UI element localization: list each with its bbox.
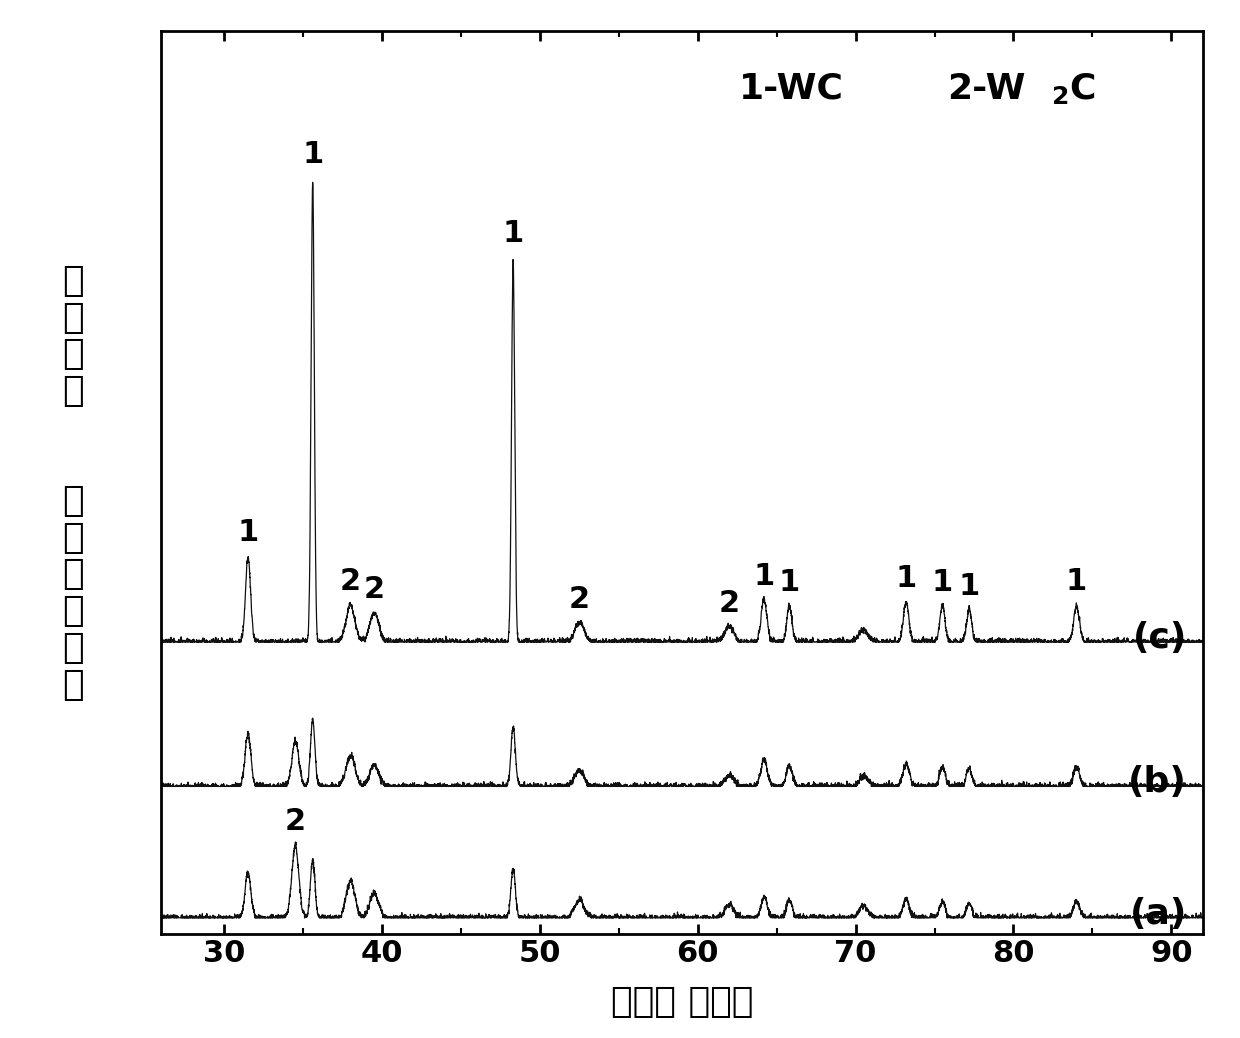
Text: 2: 2 — [719, 590, 740, 619]
Text: 1: 1 — [237, 518, 259, 547]
Text: 1: 1 — [959, 572, 980, 601]
Text: 1: 1 — [895, 564, 916, 593]
Text: (b): (b) — [1128, 765, 1187, 799]
Text: 1: 1 — [303, 140, 324, 169]
Text: 1: 1 — [502, 219, 523, 248]
Text: 2: 2 — [340, 567, 361, 596]
Text: 1: 1 — [1066, 567, 1087, 596]
Text: 1: 1 — [931, 568, 954, 597]
Text: (a): (a) — [1130, 897, 1187, 931]
Text: 衍
射
强
度


（
任
意
单
位
）: 衍 射 强 度 （ 任 意 单 位 ） — [62, 264, 83, 702]
Text: 2: 2 — [1052, 85, 1069, 109]
X-axis label: 衍射角 （度）: 衍射角 （度） — [611, 985, 753, 1018]
Text: (c): (c) — [1132, 621, 1187, 655]
Text: 2-W: 2-W — [947, 72, 1027, 106]
Text: 2: 2 — [569, 585, 590, 614]
Text: 2: 2 — [363, 575, 384, 604]
Text: C: C — [1069, 72, 1096, 106]
Text: 1: 1 — [754, 562, 775, 591]
Text: 1-WC: 1-WC — [739, 72, 844, 106]
Text: 1: 1 — [779, 568, 800, 597]
Text: 2: 2 — [285, 807, 306, 836]
